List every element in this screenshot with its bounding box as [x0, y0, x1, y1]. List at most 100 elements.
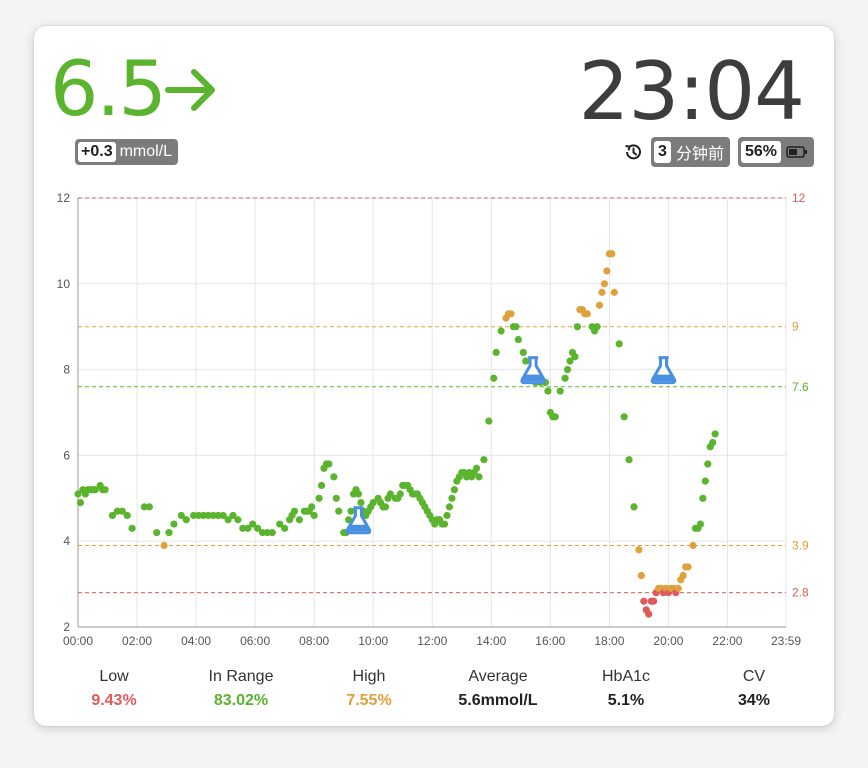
- x-tick-label: 12:00: [417, 634, 447, 648]
- glucose-chart: 2 4 6 8 10 12 00:00 02:00 04:00 06:00 08:00 10:00 12…: [57, 191, 809, 648]
- data-point: [153, 529, 161, 537]
- unit-label: mmol/L: [119, 143, 173, 160]
- data-point: [182, 516, 190, 524]
- data-point: [701, 477, 709, 485]
- data-point: [229, 511, 237, 520]
- data-point: [214, 511, 222, 520]
- data-point: [386, 490, 395, 498]
- data-point: [108, 511, 117, 520]
- data-point: [514, 335, 522, 344]
- data-point: [253, 524, 262, 532]
- data-point: [640, 597, 648, 605]
- data-point: [224, 516, 232, 524]
- minutes-ago-label: 分钟前: [675, 146, 724, 163]
- data-point: [544, 387, 552, 395]
- current-glucose-value: 6.5: [50, 44, 167, 133]
- data-point: [268, 529, 276, 537]
- data-point: [276, 520, 284, 528]
- data-point: [480, 456, 488, 464]
- data-point: [696, 520, 704, 528]
- reference-line-label: 7.6: [792, 380, 809, 394]
- data-point: [522, 357, 530, 365]
- stat-cv: CV 34%: [684, 666, 824, 712]
- stats-bar: Low 9.43% In Range 83.02% High 7.55% Ave…: [34, 666, 834, 716]
- reference-line-label: 2.8: [792, 586, 809, 600]
- data-point: [170, 520, 178, 528]
- data-point: [704, 460, 712, 468]
- reference-line-label: 9: [792, 320, 799, 334]
- data-point: [571, 353, 579, 361]
- data-point: [244, 524, 252, 532]
- data-point: [140, 503, 149, 511]
- data-point: [563, 366, 572, 374]
- stat-value: 5.1%: [607, 692, 645, 709]
- y-tick-label: 4: [63, 534, 70, 548]
- data-point: [583, 310, 591, 318]
- x-tick-label: 06:00: [240, 634, 270, 648]
- x-tick-label: 14:00: [476, 634, 506, 648]
- y-tick-label: 8: [63, 363, 70, 377]
- stat-label: Low: [99, 668, 129, 685]
- delta-value: +0.3: [78, 142, 116, 162]
- data-point: [325, 460, 333, 468]
- data-point: [561, 374, 569, 382]
- stat-value: 83.02%: [213, 692, 269, 709]
- data-point: [310, 511, 318, 520]
- data-point: [76, 498, 85, 507]
- data-point: [573, 323, 581, 331]
- data-point: [74, 490, 82, 498]
- data-point: [330, 473, 338, 481]
- right-arrow-icon: [165, 69, 215, 111]
- battery-icon: [786, 146, 807, 158]
- data-point: [177, 511, 185, 520]
- data-point: [566, 357, 574, 365]
- minutes-ago-value: 3: [654, 141, 671, 163]
- data-point: [347, 507, 355, 515]
- data-point: [625, 456, 633, 464]
- data-point: [603, 267, 611, 275]
- data-point: [645, 610, 653, 618]
- data-point: [620, 413, 628, 421]
- data-point: [598, 288, 606, 296]
- stat-value: 9.43%: [91, 692, 137, 709]
- data-point: [160, 541, 168, 550]
- data-point: [475, 473, 483, 481]
- x-tick-label: 10:00: [358, 634, 388, 648]
- stat-high: High 7.55%: [299, 666, 439, 712]
- data-point: [650, 597, 658, 605]
- stat-value: 5.6mmol/L: [458, 692, 538, 709]
- x-tick-label: 18:00: [594, 634, 624, 648]
- data-point: [490, 374, 498, 382]
- data-point: [219, 511, 227, 520]
- x-tick-label: 08:00: [299, 634, 329, 648]
- flask-icon: [345, 506, 372, 535]
- history-icon: [625, 144, 642, 160]
- data-point: [709, 438, 717, 447]
- data-point: [113, 507, 121, 515]
- y-tick-label: 12: [57, 191, 71, 205]
- data-point: [295, 516, 304, 524]
- data-point: [711, 430, 719, 438]
- data-point: [101, 486, 109, 494]
- data-point: [630, 503, 638, 511]
- data-point: [332, 494, 340, 502]
- x-tick-label: 23:59: [771, 634, 801, 648]
- stat-label: CV: [742, 668, 766, 685]
- stat-average: Average 5.6mmol/L: [428, 666, 568, 712]
- battery-value: 56%: [740, 141, 781, 163]
- data-point: [497, 327, 505, 335]
- data-point: [608, 250, 616, 258]
- data-point: [91, 486, 99, 494]
- data-point: [507, 310, 515, 318]
- data-point: [145, 503, 153, 511]
- data-point: [472, 464, 481, 472]
- data-point: [443, 511, 451, 520]
- data-point: [492, 348, 500, 357]
- status-row: 3 分钟前 56%: [623, 137, 814, 167]
- data-point: [674, 584, 682, 592]
- data-point: [556, 387, 564, 395]
- glucose-card: 6.5 +0.3 mmol/L 23:04 3 分钟前 56% 2 4 6 8 10 12…: [34, 26, 834, 726]
- data-point: [308, 503, 316, 511]
- x-tick-label: 04:00: [181, 634, 211, 648]
- data-point: [209, 511, 217, 520]
